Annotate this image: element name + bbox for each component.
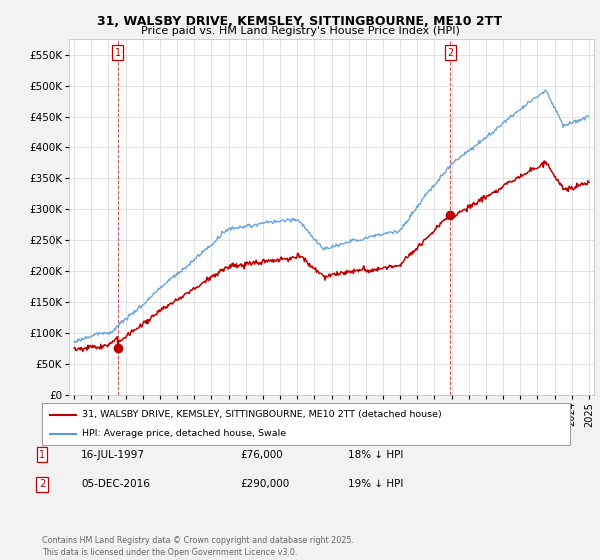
Text: £290,000: £290,000 (240, 479, 289, 489)
Text: 18% ↓ HPI: 18% ↓ HPI (348, 450, 403, 460)
Text: Price paid vs. HM Land Registry's House Price Index (HPI): Price paid vs. HM Land Registry's House … (140, 26, 460, 36)
Text: 05-DEC-2016: 05-DEC-2016 (81, 479, 150, 489)
Text: HPI: Average price, detached house, Swale: HPI: Average price, detached house, Swal… (82, 430, 286, 438)
Text: 19% ↓ HPI: 19% ↓ HPI (348, 479, 403, 489)
Text: 2: 2 (447, 48, 454, 58)
Text: 31, WALSBY DRIVE, KEMSLEY, SITTINGBOURNE, ME10 2TT (detached house): 31, WALSBY DRIVE, KEMSLEY, SITTINGBOURNE… (82, 410, 442, 419)
Text: 31, WALSBY DRIVE, KEMSLEY, SITTINGBOURNE, ME10 2TT: 31, WALSBY DRIVE, KEMSLEY, SITTINGBOURNE… (97, 15, 503, 28)
Text: 2: 2 (39, 479, 45, 489)
Text: £76,000: £76,000 (240, 450, 283, 460)
Text: 1: 1 (39, 450, 45, 460)
Text: 16-JUL-1997: 16-JUL-1997 (81, 450, 145, 460)
Text: 1: 1 (115, 48, 121, 58)
Text: Contains HM Land Registry data © Crown copyright and database right 2025.
This d: Contains HM Land Registry data © Crown c… (42, 536, 354, 557)
